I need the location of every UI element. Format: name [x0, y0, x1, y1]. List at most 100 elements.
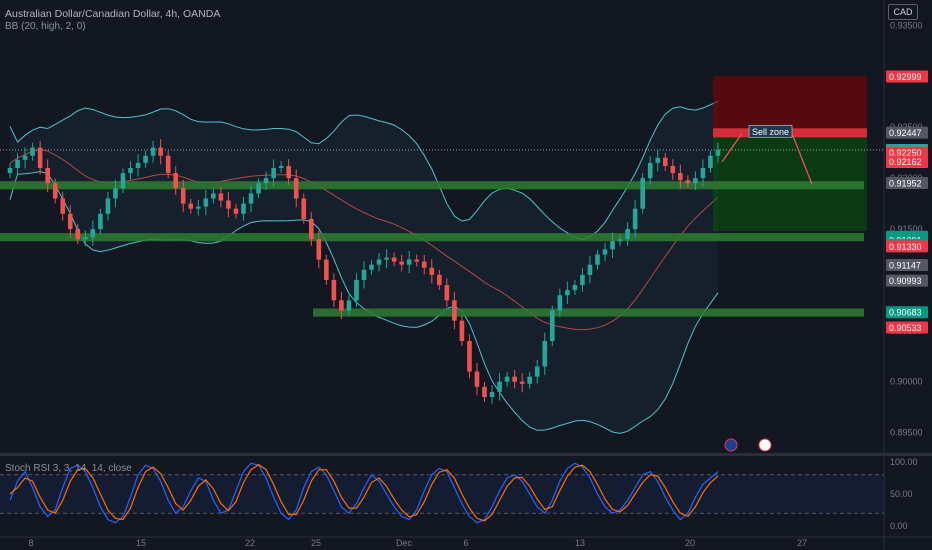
candle-body: [7, 167, 13, 174]
candle-body: [75, 229, 81, 240]
candle-body: [293, 178, 299, 199]
candle: [452, 291, 457, 330]
candle: [647, 156, 653, 185]
candle: [444, 278, 450, 308]
candle: [195, 199, 201, 216]
price-label-box: [886, 126, 928, 139]
candle-body: [248, 193, 254, 204]
candle: [572, 280, 578, 296]
candle-body: [708, 155, 713, 168]
zone-support-1: [0, 181, 864, 190]
price-label: 0.92162: [886, 155, 928, 168]
candle-body: [339, 300, 344, 311]
price-label: 0.91952: [886, 177, 928, 190]
candle: [557, 288, 563, 318]
candle: [640, 173, 645, 214]
candle-body: [233, 208, 239, 214]
candle-body: [527, 376, 533, 384]
candle-body: [256, 183, 261, 194]
candle-body: [497, 381, 502, 392]
candle-body: [308, 218, 314, 240]
candle: [527, 371, 533, 389]
candle: [708, 150, 713, 173]
price-label-box: [886, 274, 928, 287]
candle: [617, 234, 623, 247]
candle: [233, 203, 239, 219]
time-tick: 20: [685, 538, 695, 548]
price-label: 0.92999: [886, 70, 928, 83]
candle-body: [67, 213, 73, 230]
candle-body: [30, 147, 35, 156]
candle-body: [549, 310, 555, 342]
candle-body: [45, 167, 50, 184]
candle: [226, 191, 231, 218]
candle: [700, 159, 706, 187]
candle-body: [83, 237, 88, 240]
candle-body: [271, 167, 276, 179]
candle-body: [580, 274, 585, 286]
price-label-box: [886, 258, 928, 271]
candle: [610, 232, 615, 258]
candle: [376, 252, 382, 272]
price-tick: 0.90000: [890, 377, 923, 387]
candle: [67, 205, 73, 238]
candle: [37, 140, 43, 175]
price-label-text: 0.91330: [889, 242, 922, 252]
candle-body: [399, 261, 404, 265]
candle-body: [346, 300, 352, 311]
candle: [670, 159, 676, 180]
candle-body: [120, 173, 126, 189]
sell-zone-tag: [748, 124, 793, 138]
candle-body: [241, 203, 246, 214]
candle: [595, 249, 600, 270]
candle-body: [504, 376, 510, 382]
candle-body: [534, 366, 540, 377]
candle: [504, 371, 510, 387]
candle: [384, 248, 389, 269]
candle: [83, 230, 88, 246]
candle: [519, 373, 525, 393]
candle-body: [361, 269, 367, 280]
candle-body: [557, 295, 563, 311]
candle-body: [195, 206, 201, 209]
candle-body: [211, 193, 216, 199]
candle-body: [678, 173, 683, 181]
candle-body: [226, 200, 231, 209]
candle-body: [632, 208, 638, 230]
candle: [331, 273, 337, 308]
candle-body: [467, 341, 472, 372]
price-label-text: 0.90993: [889, 276, 922, 286]
candle-body: [173, 173, 179, 189]
candle: [421, 254, 427, 275]
candle: [580, 268, 585, 292]
candle: [113, 179, 118, 208]
candle: [98, 208, 103, 234]
candle-body: [429, 267, 435, 275]
bollinger-upper: [9, 100, 719, 241]
price-label-box: [886, 177, 928, 190]
price-tick: 0.91500: [890, 224, 923, 234]
candle-body: [278, 165, 284, 168]
candle: [22, 147, 28, 169]
candle: [180, 179, 186, 213]
candle-body: [406, 259, 412, 265]
candle-body: [369, 264, 374, 270]
candle: [7, 163, 13, 178]
candle-body: [180, 188, 186, 204]
candle-body: [474, 371, 480, 387]
price-label-text: 0.92447: [889, 128, 922, 138]
candle: [459, 315, 465, 346]
time-tick: Dec: [396, 538, 413, 548]
candle: [474, 363, 480, 396]
candle: [361, 261, 367, 289]
candle: [339, 291, 344, 320]
candle: [391, 252, 397, 267]
currency-button[interactable]: CAD: [888, 4, 918, 20]
candle: [248, 184, 254, 213]
candle-body: [391, 257, 397, 262]
candle-body: [617, 239, 623, 242]
candle: [587, 256, 593, 284]
candle: [60, 191, 66, 221]
price-label-text: 0.91952: [889, 179, 922, 189]
